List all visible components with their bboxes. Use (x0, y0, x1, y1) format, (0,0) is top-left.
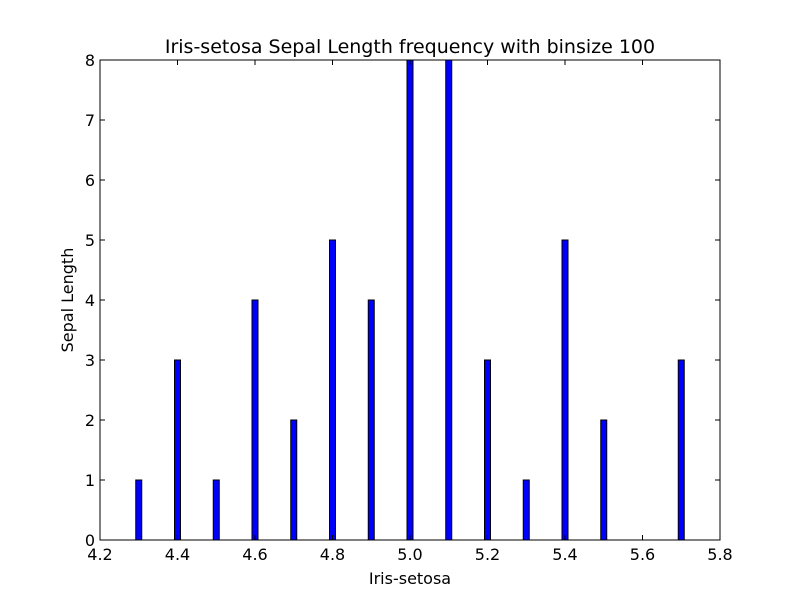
y-tick-label: 5 (85, 231, 95, 250)
plot-frame (99, 59, 721, 541)
x-tick-label: 5.8 (707, 545, 732, 564)
bar (251, 299, 259, 541)
x-tick-label: 4.8 (320, 545, 345, 564)
x-tick-label: 5.6 (630, 545, 655, 564)
bar (445, 59, 453, 541)
bars-group (135, 59, 685, 541)
x-axis-label: Iris-setosa (369, 569, 451, 588)
bar (212, 479, 220, 541)
x-axis-ticks: 4.2 4.4 4.6 4.8 5.0 5.2 5.4 5.6 5.8 (87, 60, 733, 564)
bar (367, 299, 375, 541)
y-tick-label: 4 (85, 291, 95, 310)
x-tick-label: 4.4 (165, 545, 190, 564)
bar (406, 59, 414, 541)
bar (484, 359, 491, 541)
x-tick-label: 4.2 (87, 545, 112, 564)
y-tick-label: 6 (85, 171, 95, 190)
y-axis-label: Sepal Length (58, 248, 77, 353)
y-tick-label: 1 (85, 471, 95, 490)
bar (600, 419, 608, 541)
bar (135, 479, 143, 541)
y-tick-label: 3 (85, 351, 95, 370)
bar (522, 479, 530, 541)
y-tick-label: 8 (85, 51, 95, 70)
y-tick-label: 7 (85, 111, 95, 130)
y-tick-label: 2 (85, 411, 95, 430)
bar (677, 359, 685, 541)
x-tick-label: 5.0 (397, 545, 422, 564)
bar (329, 239, 336, 541)
chart-title: Iris-setosa Sepal Length frequency with … (165, 36, 655, 58)
y-tick-label: 0 (85, 531, 95, 550)
x-tick-label: 5.2 (475, 545, 500, 564)
y-axis-ticks: 0 1 2 3 4 5 6 7 8 (85, 51, 720, 550)
bar (174, 359, 181, 541)
bar (561, 239, 569, 541)
x-tick-label: 4.6 (242, 545, 267, 564)
bar (290, 419, 298, 541)
x-tick-label: 5.4 (552, 545, 577, 564)
